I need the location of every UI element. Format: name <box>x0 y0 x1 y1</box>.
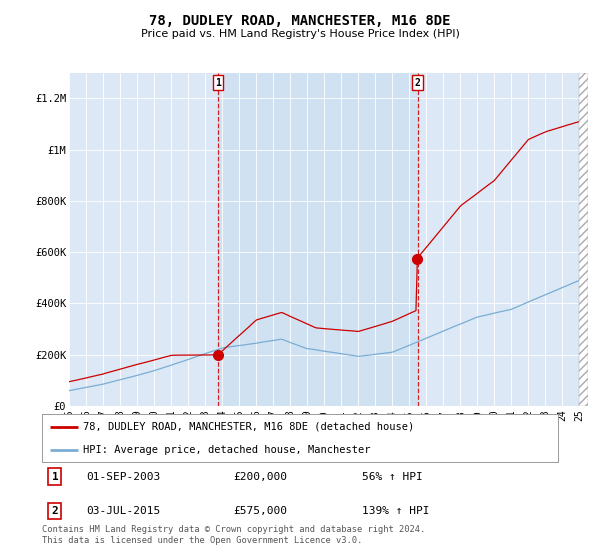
Text: 139% ↑ HPI: 139% ↑ HPI <box>362 506 430 516</box>
Bar <box>218 73 418 406</box>
Text: HPI: Average price, detached house, Manchester: HPI: Average price, detached house, Manc… <box>83 445 371 455</box>
Text: 2: 2 <box>415 78 421 88</box>
Bar <box>580 73 588 406</box>
Text: 01-SEP-2003: 01-SEP-2003 <box>86 472 160 482</box>
Text: 56% ↑ HPI: 56% ↑ HPI <box>362 472 422 482</box>
Text: £575,000: £575,000 <box>233 506 287 516</box>
Text: Price paid vs. HM Land Registry's House Price Index (HPI): Price paid vs. HM Land Registry's House … <box>140 29 460 39</box>
Text: 1: 1 <box>215 78 221 88</box>
Text: 78, DUDLEY ROAD, MANCHESTER, M16 8DE: 78, DUDLEY ROAD, MANCHESTER, M16 8DE <box>149 14 451 28</box>
Text: 1: 1 <box>52 472 58 482</box>
Text: 78, DUDLEY ROAD, MANCHESTER, M16 8DE (detached house): 78, DUDLEY ROAD, MANCHESTER, M16 8DE (de… <box>83 422 415 432</box>
Text: 03-JUL-2015: 03-JUL-2015 <box>86 506 160 516</box>
Text: £200,000: £200,000 <box>233 472 287 482</box>
Text: Contains HM Land Registry data © Crown copyright and database right 2024.
This d: Contains HM Land Registry data © Crown c… <box>42 525 425 545</box>
Text: 2: 2 <box>52 506 58 516</box>
